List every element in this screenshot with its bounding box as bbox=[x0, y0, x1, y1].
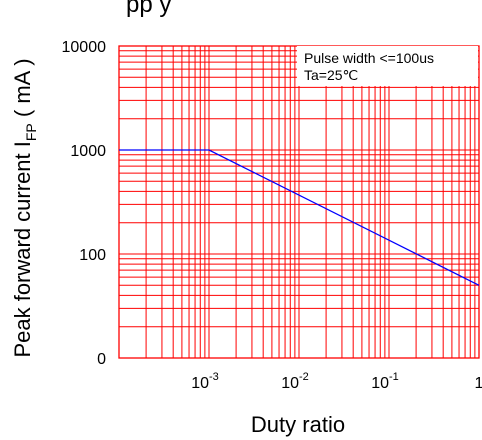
annotation-pulse-width: Pulse width <=100us bbox=[304, 50, 434, 66]
series-line bbox=[119, 149, 480, 286]
series-group bbox=[119, 149, 480, 286]
annotation-box bbox=[297, 46, 478, 86]
y-tick-label: 100 bbox=[79, 247, 106, 264]
x-tick-label: 1 bbox=[475, 375, 482, 392]
y-tick-label: 0 bbox=[97, 351, 106, 368]
x-tick-label: 10-2 bbox=[281, 371, 309, 392]
x-tick-base: 10 bbox=[281, 375, 299, 392]
y-axis-label-main: Peak forward current I bbox=[10, 141, 35, 357]
x-tick-exponent: -2 bbox=[299, 371, 309, 383]
x-tick-exponent: -1 bbox=[389, 371, 399, 383]
x-tick-base: 10 bbox=[371, 375, 389, 392]
y-axis-label: Peak forward current IFP ( mA ) bbox=[10, 58, 39, 357]
x-tick-exponent: -3 bbox=[209, 371, 219, 383]
y-axis-label-subscript: FP bbox=[23, 123, 39, 141]
y-tick-label: 10000 bbox=[62, 39, 107, 56]
x-tick-label: 10-3 bbox=[191, 371, 219, 392]
y-tick-labels: 0 100 1000 10000 bbox=[62, 39, 107, 368]
x-axis-label: Duty ratio bbox=[251, 412, 345, 437]
x-tick-labels: 10-3 10-2 10-1 1 bbox=[191, 371, 482, 392]
x-tick-label: 10-1 bbox=[371, 371, 399, 392]
y-axis-label-unit: ( mA ) bbox=[10, 58, 35, 123]
chart-title-fragment: pp y bbox=[126, 0, 171, 18]
grid bbox=[118, 45, 480, 359]
y-tick-label: 1000 bbox=[70, 143, 106, 160]
x-tick-base: 1 bbox=[475, 375, 482, 392]
annotation-temperature: Ta=25℃ bbox=[304, 67, 358, 83]
x-tick-base: 10 bbox=[191, 375, 209, 392]
